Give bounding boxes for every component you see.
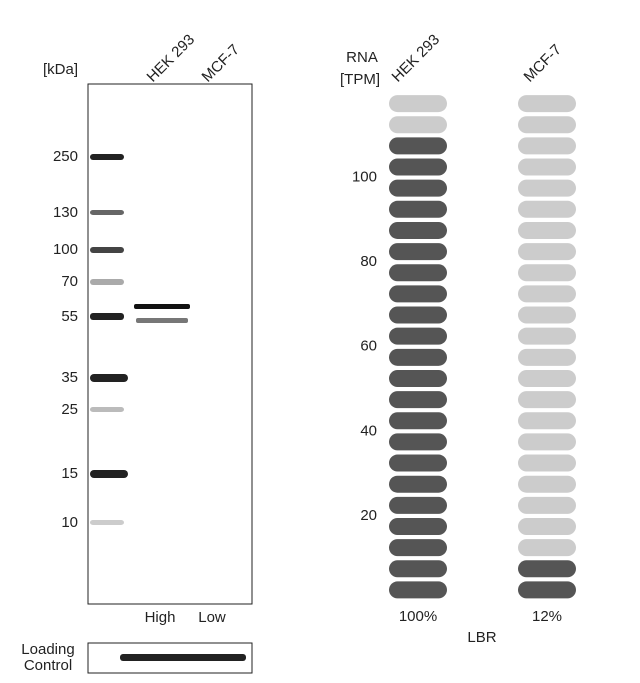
pill (389, 264, 447, 282)
y-tick-label: 100 (352, 169, 377, 186)
blot-frame (87, 83, 253, 605)
pill (518, 137, 576, 155)
unit-label: [kDa] (43, 61, 78, 78)
pill (518, 327, 576, 345)
percent-label: 100% (399, 608, 437, 625)
marker-label: 250 (53, 148, 78, 165)
pill (389, 285, 447, 303)
pill (518, 496, 576, 514)
ladder (90, 154, 128, 525)
pill (389, 433, 447, 451)
marker-label: 15 (61, 465, 78, 482)
pill (518, 412, 576, 430)
pill (518, 264, 576, 282)
pill (518, 517, 576, 535)
cell-line-label: HEK 293 (389, 31, 443, 85)
pill (518, 116, 576, 134)
marker-label: 55 (61, 308, 78, 325)
pill (518, 475, 576, 493)
pill (389, 116, 447, 134)
pill (518, 158, 576, 176)
pill (389, 221, 447, 239)
y-tick-label: 40 (360, 422, 377, 439)
marker-label: 130 (53, 204, 78, 221)
y-tick-label: 60 (360, 338, 377, 355)
percent-label: 12% (532, 608, 562, 625)
pill (389, 95, 447, 113)
pill (389, 581, 447, 599)
pill (389, 539, 447, 557)
pill (389, 348, 447, 366)
pill (518, 454, 576, 472)
loading-label: Loading (21, 641, 74, 658)
cell-line-label: MCF-7 (521, 41, 565, 85)
level-label: High (145, 609, 176, 626)
pill (389, 475, 447, 493)
pill (389, 137, 447, 155)
loading-band (120, 654, 246, 661)
axis-label: RNA (346, 49, 378, 66)
marker-label: 10 (61, 514, 78, 531)
pill (389, 243, 447, 261)
pill (389, 391, 447, 409)
pill (518, 243, 576, 261)
axis-label: [TPM] (340, 71, 380, 88)
pill (518, 369, 576, 387)
level-label: Low (198, 609, 226, 626)
pill (389, 412, 447, 430)
lane-label: MCF-7 (199, 41, 243, 85)
pill (518, 285, 576, 303)
pill (518, 433, 576, 451)
marker-label: 25 (61, 401, 78, 418)
pill (389, 496, 447, 514)
pill (389, 369, 447, 387)
y-tick-label: 20 (360, 507, 377, 524)
pill (389, 454, 447, 472)
pill (518, 221, 576, 239)
pill (389, 306, 447, 324)
pill (389, 327, 447, 345)
pill (518, 581, 576, 599)
pill (518, 306, 576, 324)
y-tick-label: 80 (360, 253, 377, 270)
lane-label: HEK 293 (144, 31, 198, 85)
pill (389, 200, 447, 218)
pill (518, 179, 576, 197)
marker-label: 100 (53, 241, 78, 258)
gene-label: LBR (467, 629, 496, 646)
pill (518, 391, 576, 409)
pill (389, 517, 447, 535)
loading-label: Control (24, 657, 72, 674)
pill (518, 560, 576, 578)
pill (518, 348, 576, 366)
sample-bands (134, 304, 190, 323)
pill (518, 539, 576, 557)
pill (389, 158, 447, 176)
marker-label: 70 (61, 273, 78, 290)
pill (518, 200, 576, 218)
pill (389, 560, 447, 578)
pill (518, 95, 576, 113)
marker-label: 35 (61, 369, 78, 386)
pill (389, 179, 447, 197)
